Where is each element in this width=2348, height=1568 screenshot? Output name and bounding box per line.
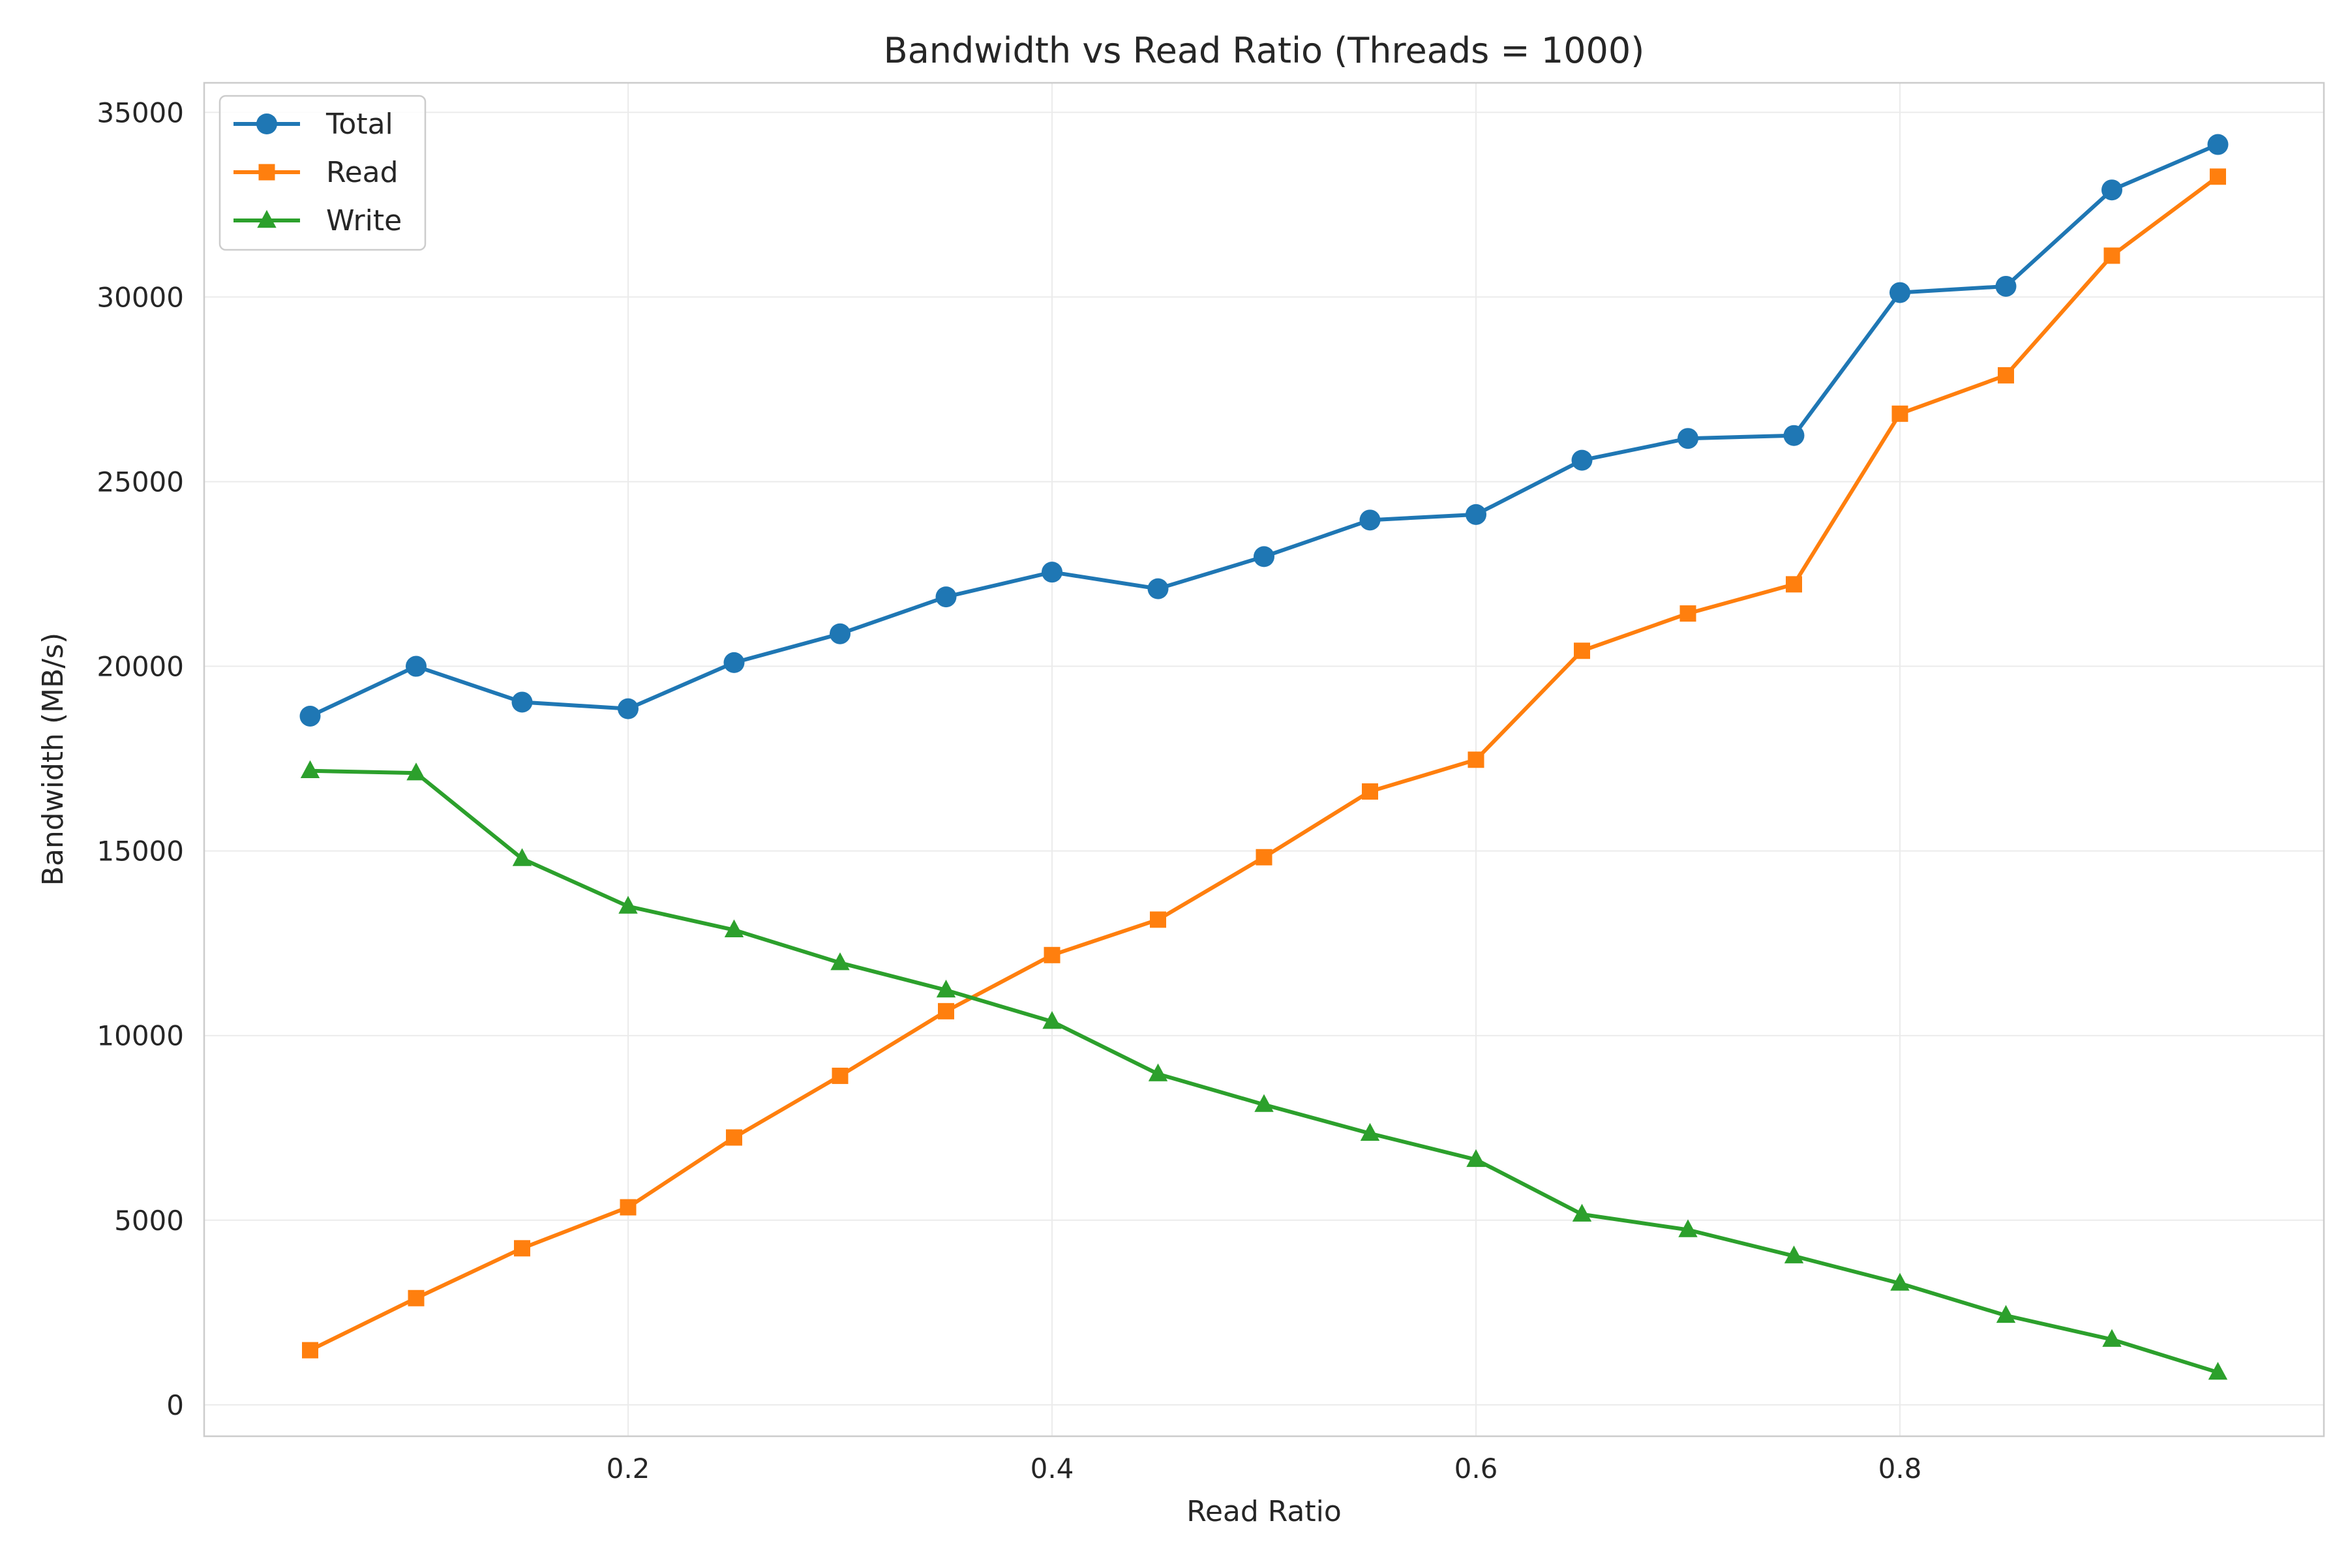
legend-label-write: Write [326,204,402,237]
data-point-total [1571,449,1593,471]
data-point-write [1360,1123,1380,1141]
series-read [302,168,2226,1359]
data-point-total [935,586,957,608]
y-tick-label: 15000 [97,836,184,867]
legend-item-write: Write [233,204,402,237]
series-total [299,134,2229,727]
data-point-write [512,848,532,866]
y-tick-label: 10000 [97,1020,184,1052]
data-point-read [832,1067,849,1084]
data-point-write [2102,1329,2122,1347]
x-tick-label: 0.6 [1454,1453,1498,1485]
data-point-total [1147,578,1169,599]
legend-box [218,95,427,251]
y-tick-label: 30000 [97,281,184,313]
data-point-total [1678,428,1698,449]
y-axis-label: Bandwidth (MB/s) [37,633,70,886]
y-tick-label: 25000 [97,466,184,498]
legend: Total Read Write [218,95,427,251]
data-point-read [1362,783,1378,800]
data-point-total [1254,546,1274,567]
data-point-write [1254,1094,1274,1112]
data-point-read [1891,405,1908,422]
x-tick-label: 0.8 [1878,1453,1922,1485]
data-point-total [2101,179,2122,201]
data-point-read [1679,605,1696,622]
legend-marker-write [257,209,277,228]
data-point-read [2210,168,2226,185]
chart-title: Bandwidth vs Read Ratio (Threads = 1000) [884,30,1645,71]
data-point-write [1784,1245,1804,1263]
data-point-total [511,691,533,713]
data-point-write [2208,1361,2228,1380]
data-point-read [1150,911,1166,928]
data-point-read [1574,642,1590,659]
data-point-write [830,952,850,971]
legend-marker-read [258,164,275,181]
legend-label-total: Total [325,108,393,141]
data-point-read [726,1129,742,1146]
data-point-read [514,1240,530,1257]
data-point-write [1678,1219,1698,1237]
data-point-read [1256,849,1272,866]
y-tick-label: 0 [166,1389,184,1421]
data-point-read [620,1199,637,1216]
data-point-write [1890,1273,1910,1291]
data-point-read [2103,247,2120,264]
series-write [300,760,2228,1380]
data-point-write [1996,1304,2016,1323]
data-point-total [618,698,639,719]
data-point-write [1148,1063,1168,1081]
data-point-write [300,760,320,778]
data-point-read [1044,946,1061,963]
data-point-read [938,1003,954,1019]
data-point-total [1466,504,1486,525]
data-point-write [618,896,638,914]
data-point-read [408,1289,425,1306]
x-axis-label: Read Ratio [1186,1495,1342,1528]
data-point-total [723,652,745,673]
data-point-total [1783,425,1805,446]
legend-label-read: Read [326,156,399,189]
data-point-write [1572,1203,1592,1222]
x-tick-label: 0.4 [1031,1453,1074,1485]
data-point-total [1995,275,2017,297]
legend-item-read: Read [233,156,399,189]
x-tick-label: 0.2 [607,1453,650,1485]
data-point-read [1998,367,2014,384]
legend-marker-total [256,113,277,134]
data-point-total [1042,562,1062,583]
data-point-total [830,623,850,644]
data-point-write [936,979,956,998]
series-layer [299,134,2229,1380]
tick-labels: 0.2 0.4 0.6 0.8 0 5000 10000 15000 20000 25000 300… [97,97,1921,1485]
data-point-total [406,656,427,677]
y-tick-label: 5000 [114,1205,184,1237]
data-point-total [299,705,321,727]
data-point-read [1468,751,1484,768]
y-tick-label: 20000 [97,651,184,683]
legend-item-total: Total [233,108,393,141]
data-point-total [2207,134,2229,155]
data-point-total [1889,282,1910,303]
data-point-write [1042,1011,1062,1029]
data-point-read [1786,576,1802,593]
data-point-write [724,919,744,937]
data-point-write [1466,1149,1486,1168]
data-point-write [406,762,426,781]
plot-area-frame [203,82,2325,1438]
data-point-read [302,1342,318,1359]
y-tick-label: 35000 [97,97,184,128]
data-point-total [1359,509,1381,531]
